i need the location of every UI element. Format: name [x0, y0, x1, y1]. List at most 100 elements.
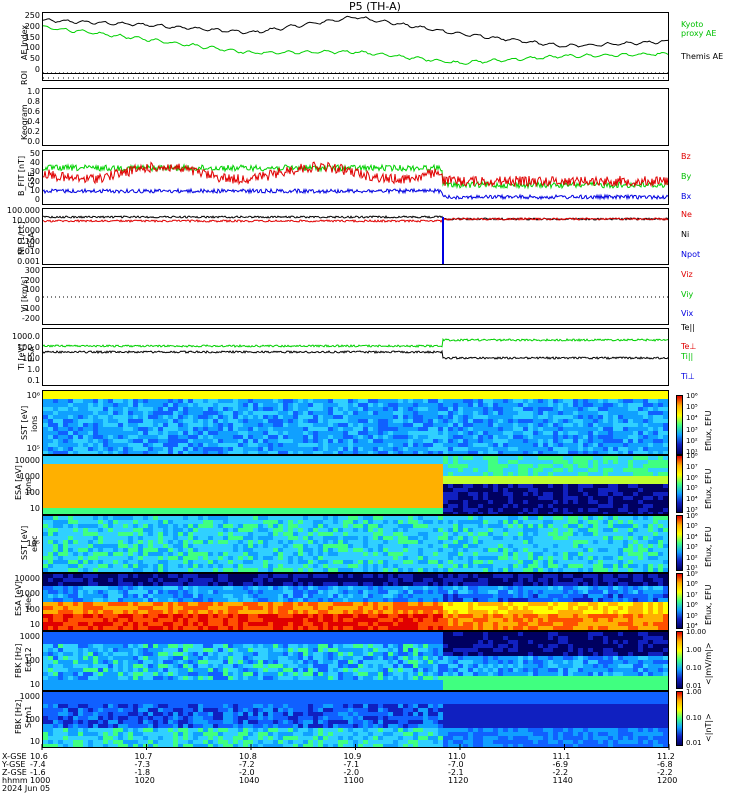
colorbar-tick: 10³ — [686, 425, 698, 434]
x-axis-value: 10.8 — [239, 752, 257, 761]
x-axis-value: -2.0 — [343, 768, 360, 777]
vi-legend-viy: Viy — [681, 290, 694, 299]
colorbar-tick: 10³ — [686, 543, 698, 552]
esa-e-tick: 10000 — [14, 574, 40, 583]
esa-i-tick: 1000 — [19, 472, 40, 481]
fbk-e-tick: 1000 — [19, 632, 40, 641]
colorbar-tick: 10⁵ — [686, 403, 698, 412]
ae-index-panel — [42, 12, 669, 78]
colorbar-tick: 0.01 — [686, 739, 702, 747]
vi-tick: 0 — [34, 294, 40, 304]
colorbar — [676, 455, 683, 513]
ni-tick: 100.000 — [6, 206, 40, 215]
bfit-legend-bz: Bz — [681, 152, 691, 161]
keogram-tick: 0.8 — [27, 97, 40, 106]
keogram-tick: 0.2 — [27, 127, 40, 136]
esa-e-tick: 1000 — [19, 589, 40, 599]
fbk-e-tick: 10 — [29, 680, 40, 689]
ti-tick: 100.0 — [17, 343, 40, 352]
x-axis-value: 10.7 — [134, 752, 153, 761]
bfit-tick: 0 — [34, 195, 40, 204]
colorbar-tick: 10⁸ — [686, 580, 698, 589]
ti-panel — [42, 328, 669, 386]
x-axis-value: 11.2 — [657, 752, 675, 761]
ae-tick: 150 — [24, 32, 40, 42]
vi-legend-viz: Viz — [681, 270, 693, 279]
sst-ions-ylabel: SST [eV] — [20, 405, 29, 440]
colorbar — [676, 691, 683, 746]
fbk-edc-spectrogram — [42, 631, 669, 692]
esa-i-tick: 100 — [24, 488, 40, 497]
ti-tick: 0.1 — [27, 376, 40, 385]
keogram-tick: 0.6 — [27, 107, 40, 116]
ae-tick: 250 — [24, 11, 40, 20]
ni-legend-npot: Npot — [681, 250, 701, 259]
bfit-tick: 30 — [29, 167, 40, 177]
x-axis-value: -2.0 — [239, 768, 255, 777]
colorbar-label: <|nT|> — [704, 713, 713, 742]
x-axis-value: -7.4 — [30, 760, 46, 769]
colorbar-tick: 10⁵ — [686, 611, 698, 620]
bfit-legend-bx: Bx — [681, 192, 692, 201]
colorbar — [676, 515, 683, 571]
x-axis-row-label: X-GSE — [2, 752, 27, 761]
colorbar-tick: 10⁴ — [686, 414, 698, 423]
colorbar-tick: 0.10 — [686, 713, 702, 722]
colorbar-label: Eflux, EFU — [704, 468, 713, 510]
ti-tick: 10.0 — [22, 354, 40, 363]
page-title: P5 (TH-A) — [349, 0, 401, 13]
colorbar-tick: 0.01 — [686, 682, 702, 690]
colorbar-tick: 0.10 — [686, 664, 702, 672]
x-axis-value: 1140 — [552, 776, 573, 785]
ni-tick: 10.000 — [12, 216, 40, 226]
x-axis-value: 1100 — [343, 776, 364, 785]
sst-e-tick: 10⁵ — [26, 539, 40, 548]
keogram-tick: 0.4 — [27, 117, 40, 126]
x-axis-value: -6.9 — [552, 760, 569, 769]
colorbar — [676, 395, 683, 455]
colorbar-tick: 10⁹ — [686, 570, 698, 578]
x-axis-value: 1020 — [134, 776, 155, 785]
colorbar-tick: 10⁴ — [686, 495, 698, 504]
roi-ylabel: ROI — [20, 70, 29, 85]
ni-tick: 0.100 — [17, 236, 40, 246]
kyoto-proxy-ae-line — [42, 25, 669, 65]
colorbar-tick: 10⁶ — [686, 473, 698, 482]
themis-ae-line — [42, 15, 669, 48]
x-axis-value: -2.2 — [657, 768, 673, 777]
colorbar-tick: 10.00 — [686, 628, 707, 636]
esa-ions-spectrogram — [42, 455, 669, 516]
colorbar-tick: 10⁴ — [686, 532, 698, 541]
x-axis-value: -7.1 — [343, 760, 360, 769]
keogram-panel — [42, 88, 669, 146]
ae-index-plot — [42, 15, 669, 74]
sst-ions-ylabel2: ions — [30, 415, 39, 432]
ae-tick: 100 — [24, 43, 40, 53]
x-axis-row-label: hhmm — [2, 776, 28, 785]
x-axis-value: 1040 — [239, 776, 260, 785]
ni-tick: 0.001 — [17, 257, 40, 266]
colorbar — [676, 573, 683, 629]
colorbar-tick: 10⁶ — [686, 392, 698, 400]
sst-i-tick: 10⁶ — [26, 391, 40, 400]
sst-ions-spectrogram — [42, 390, 669, 455]
colorbar-tick: 10⁴ — [686, 622, 698, 630]
colorbar-tick: 10⁶ — [686, 601, 698, 610]
colorbar-tick: 1.00 — [686, 688, 702, 696]
ae-legend-proxy: proxy AE — [681, 29, 717, 38]
colorbar-tick: 1.00 — [686, 646, 702, 654]
ni-legend-ni: Ni — [681, 230, 690, 239]
fbk-b-tick: 1000 — [19, 692, 40, 701]
keogram-tick: 1.0 — [27, 87, 40, 96]
colorbar-tick: 10⁵ — [686, 522, 698, 531]
x-axis-value: -2.1 — [448, 768, 464, 777]
bfit-tick: 40 — [29, 158, 40, 168]
ti-legend-teperp: Te⊥ — [681, 342, 697, 351]
x-axis-value: 1200 — [657, 776, 678, 785]
x-axis-value: 1120 — [448, 776, 469, 785]
ti-plot — [42, 337, 669, 360]
x-axis-value: -7.3 — [134, 760, 151, 769]
x-axis-row-label: Y-GSE — [2, 760, 26, 769]
ni-plot — [42, 215, 669, 264]
colorbar-tick: 10² — [686, 553, 698, 562]
